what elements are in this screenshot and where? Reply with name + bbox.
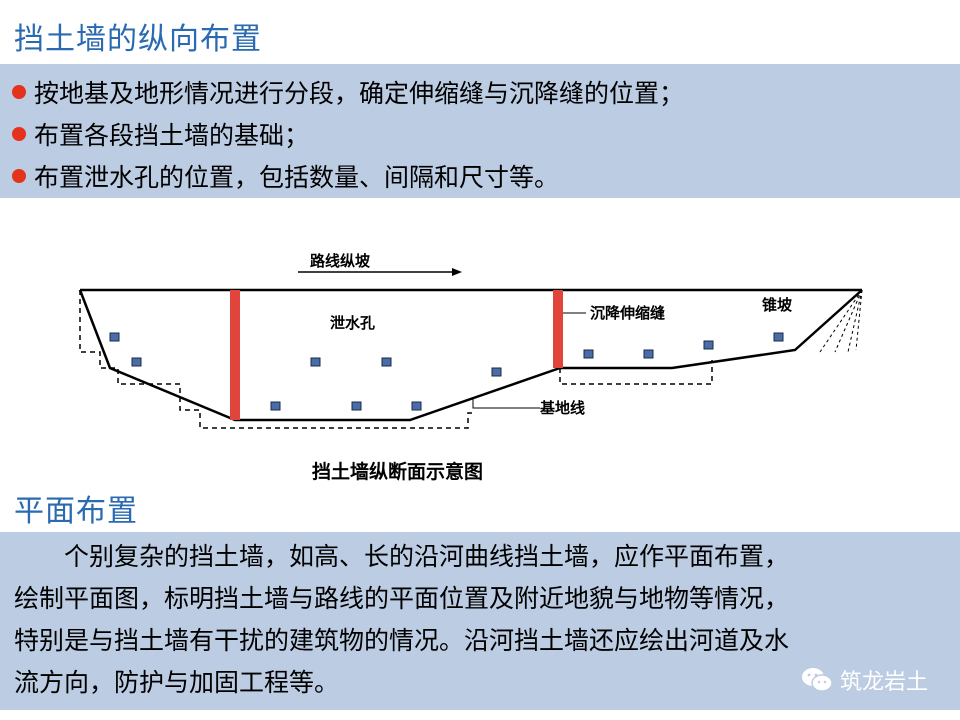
watermark: 筑龙岩土 — [800, 664, 928, 696]
bullet-item-2: 布置各段挡土墙的基础； — [12, 116, 309, 152]
bullet-text-1: 按地基及地形情况进行分段，确定伸缩缝与沉降缝的位置； — [34, 79, 685, 108]
settlement-joint-1 — [230, 290, 240, 420]
drain-hole — [131, 357, 142, 367]
paragraph-line-3: 特别是与挡土墙有干扰的建筑物的情况。沿河挡土墙还应绘出河道及水 — [14, 626, 790, 655]
drain-hole — [703, 340, 714, 350]
cone-slope-hatch — [819, 289, 863, 353]
drain-hole — [381, 357, 392, 367]
bullet-text-2: 布置各段挡土墙的基础； — [34, 121, 310, 150]
arrow-head-icon — [452, 268, 462, 276]
joint-label: 沉降伸缩缝 — [590, 304, 665, 322]
drain-hole — [310, 357, 321, 367]
drain-hole — [270, 401, 281, 411]
bullet-dot-icon — [12, 85, 26, 99]
settlement-joint-2 — [553, 290, 563, 368]
drain-hole — [773, 332, 784, 342]
drain-hole — [411, 401, 422, 411]
drain-hole — [351, 401, 362, 411]
paragraph-line-1: 个别复杂的挡土墙，如高、长的沿河曲线挡土墙，应作平面布置， — [14, 542, 790, 571]
page-title: 挡土墙的纵向布置 — [14, 22, 262, 57]
section-title: 平面布置 — [14, 494, 138, 529]
drain-hole — [109, 332, 120, 342]
foundation-dashed-right — [559, 360, 713, 385]
bullet-dot-icon — [12, 169, 26, 183]
watermark-text: 筑龙岩土 — [839, 670, 928, 695]
base-leader-line — [472, 398, 540, 409]
bullet-item-3: 布置泄水孔的位置，包括数量、间隔和尺寸等。 — [12, 158, 559, 194]
paragraph-band — [0, 532, 960, 710]
drain-hole — [643, 349, 654, 359]
bullet-dot-icon — [12, 127, 26, 141]
paragraph-line-4: 流方向，防护与加固工程等。 — [14, 668, 340, 697]
bullet-band — [0, 64, 960, 198]
retaining-wall-profile-diagram: 路线纵坡 泄水孔 沉降伸缩缝 锥坡 基地线 挡土墙纵断面示意图 — [78, 252, 863, 483]
section-paragraph: 个别复杂的挡土墙，如高、长的沿河曲线挡土墙，应作平面布置， 绘制平面图，标明挡土… — [14, 536, 944, 704]
direction-label: 路线纵坡 — [310, 252, 370, 270]
drain-hole — [583, 349, 594, 359]
wechat-icon — [801, 668, 833, 692]
bullet-text-3: 布置泄水孔的位置，包括数量、间隔和尺寸等。 — [34, 163, 560, 192]
bullet-item-1: 按地基及地形情况进行分段，确定伸缩缝与沉降缝的位置； — [12, 74, 684, 110]
base-label: 基地线 — [539, 399, 585, 417]
paragraph-line-2: 绘制平面图，标明挡土墙与路线的平面位置及附近地貌与地物等情况， — [14, 584, 790, 613]
drain-label: 泄水孔 — [330, 314, 375, 332]
foundation-dashed-left — [79, 290, 475, 429]
cone-label: 锥坡 — [762, 296, 792, 314]
ground-line — [78, 289, 863, 422]
drain-hole — [491, 367, 502, 377]
diagram-caption: 挡土墙纵断面示意图 — [312, 460, 483, 483]
